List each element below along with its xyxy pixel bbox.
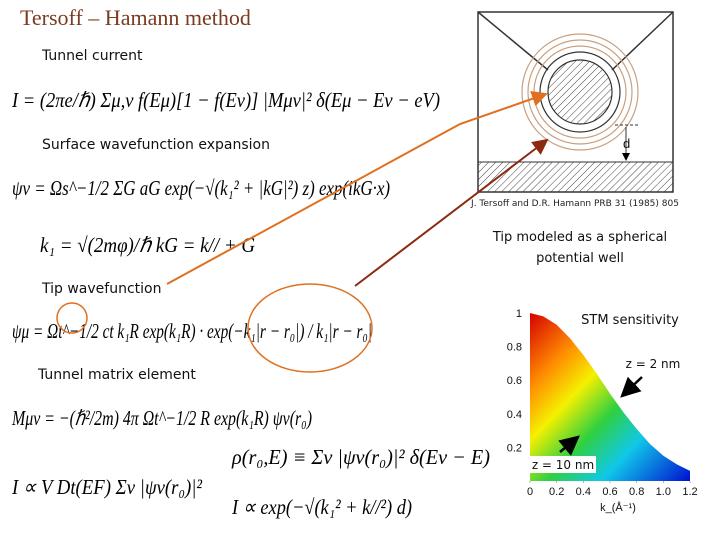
annotation: z = 2 nm [626,357,681,371]
x-axis-label: k_(Å⁻¹) [600,501,636,514]
section-heading: Tunnel current [41,48,143,64]
chart-title: STM sensitivity [581,313,679,328]
y-tick-label: 0.2 [507,442,522,454]
figure-label: d [623,136,630,151]
pointer-arrow [354,138,549,287]
x-tick-label: 0.2 [549,486,564,498]
equation: ψμ = Ωt^−1/2 ct k₁R exp(k₁R) · exp(−k₁|r… [12,319,372,343]
equation: I ∝ exp(−√(k₁² + k//²) d) [231,495,412,519]
section-heading: Tunnel matrix element [37,367,196,383]
equation: I ∝ V Dt(EF) Σν |ψν(r₀)|² [11,475,203,499]
slide-title: Tersoff – Hamann method [20,5,251,30]
equation: ρ(r₀,E) ≡ Σν |ψν(r₀)|² δ(Eν − E) [231,445,490,469]
x-tick-label: 0.8 [629,486,644,498]
figure-caption: J. Tersoff and D.R. Hamann PRB 31 (1985)… [470,199,679,209]
annotation-box [530,456,596,473]
x-tick-label: 0 [527,486,533,498]
sensitivity-area [530,313,690,481]
highlight-ellipse [247,283,373,373]
annotation-arrow [558,435,580,456]
y-tick-label: 0.6 [507,375,522,387]
y-tick-label: 0.4 [507,409,522,421]
sensitivity-chart: 0.2 0.4 0.6 0.8 1 0 0.2 0.4 0.6 0.8 1.0 1.2 STM sens… [507,308,698,514]
y-tick-label: 0.8 [507,342,522,354]
highlight-circle [56,302,88,334]
equation: I = (2πe/ℏ) Σμ,ν f(Eμ)[1 − f(Eν)] |Mμν|²… [11,88,440,112]
x-tick-label: 1.0 [656,486,671,498]
annotation: z = 10 nm [532,458,594,472]
figure-description: potential well [536,251,624,266]
equation: k₁ = √(2mφ)/ℏ kG = k// + G [40,233,255,257]
x-tick-label: 0.6 [602,486,617,498]
x-tick-label: 0.4 [576,486,591,498]
section-heading: Surface wavefunction expansion [42,137,270,153]
equation: Mμν = −(ℏ²/2m) 4π Ωt^−1/2 R exp(k₁R) ψν(… [11,406,312,430]
figure-description: Tip modeled as a spherical [492,230,667,245]
x-tick-label: 1.2 [682,486,697,498]
tip-figure: d [477,11,674,193]
equation: ψν = Ωs^−1/2 ΣG aG exp(−√(k₁² + |kG|²) z… [12,176,390,200]
pointer-arrow [166,91,548,285]
y-tick-label: 1 [516,308,522,320]
annotation-arrow [620,376,643,398]
section-heading: Tip wavefunction [41,281,161,297]
